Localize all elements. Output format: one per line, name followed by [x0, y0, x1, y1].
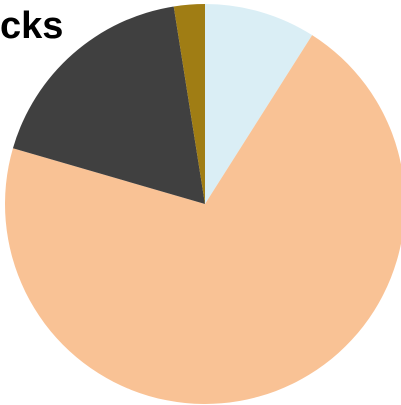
pie-slice	[5, 35, 401, 404]
chart-title: cks	[0, 5, 63, 47]
pie-slice	[205, 4, 313, 204]
pie	[5, 4, 401, 404]
pie-slice	[12, 6, 205, 205]
pie-slice	[173, 4, 205, 204]
